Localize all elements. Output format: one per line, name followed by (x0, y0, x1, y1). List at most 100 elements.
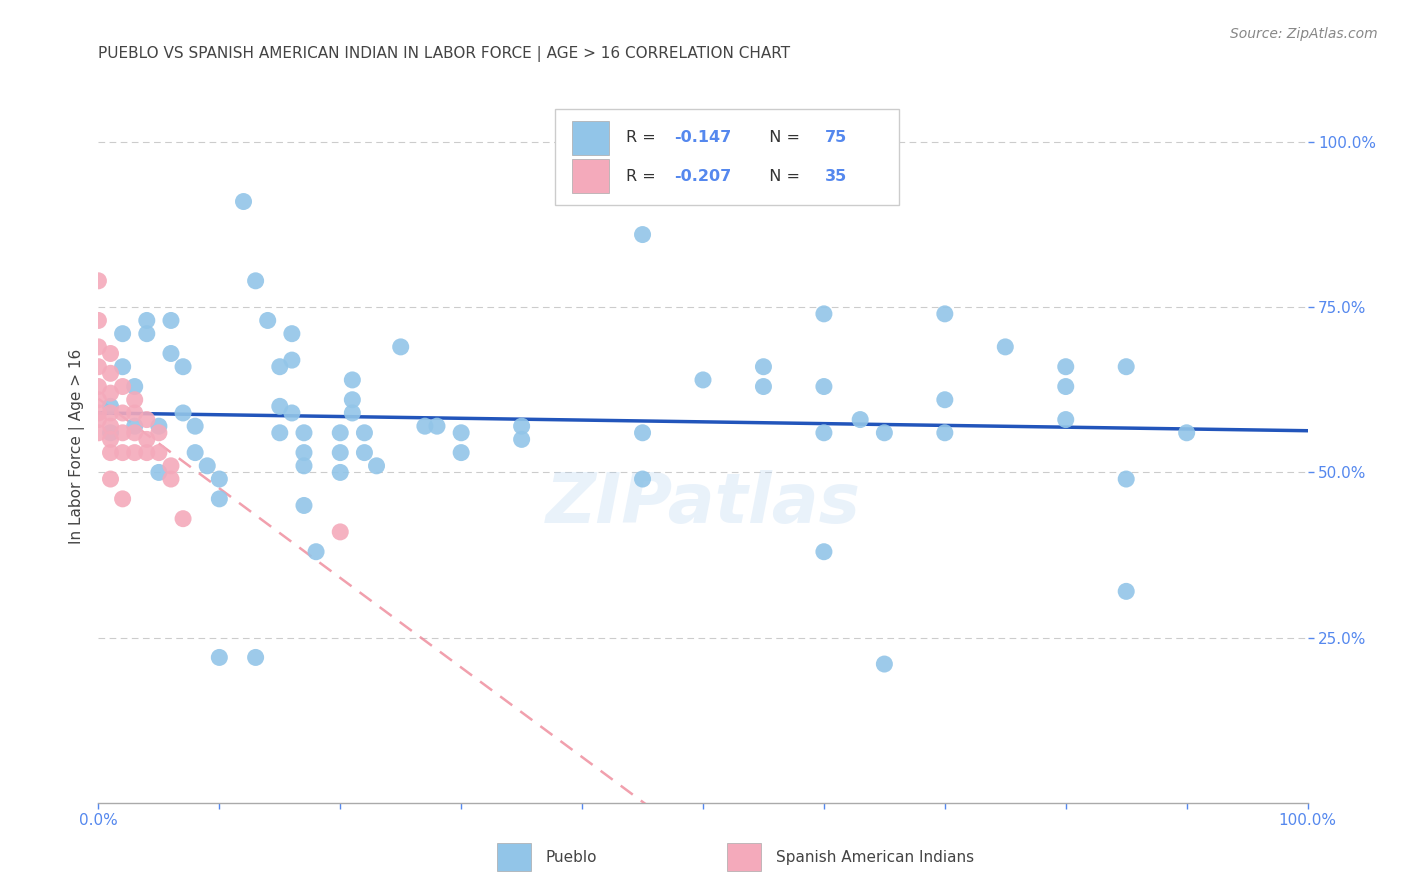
Point (100, 346, 122, 360)
Text: N =: N = (759, 130, 804, 145)
Point (1175, 425, 1198, 440)
Point (124, 392, 146, 407)
Point (342, 406, 364, 420)
FancyBboxPatch shape (727, 844, 761, 871)
Point (292, 458, 315, 473)
Point (329, 524, 352, 539)
Point (160, 346, 183, 360)
Point (631, 425, 654, 440)
Point (631, 472, 654, 486)
FancyBboxPatch shape (498, 844, 531, 871)
Point (124, 445, 146, 459)
Point (87, 379, 110, 393)
Point (100, 367, 122, 381)
Text: Source: ZipAtlas.com: Source: ZipAtlas.com (1230, 27, 1378, 41)
Point (813, 425, 835, 440)
Point (100, 425, 122, 440)
Point (184, 419, 207, 434)
Point (849, 412, 872, 426)
Point (124, 419, 146, 434)
Point (160, 472, 183, 486)
Point (111, 445, 134, 459)
Point (87, 359, 110, 374)
Text: 75: 75 (825, 130, 848, 145)
Point (1054, 412, 1077, 426)
Point (100, 400, 122, 414)
Point (87, 406, 110, 420)
Point (342, 373, 364, 387)
Text: -0.207: -0.207 (673, 169, 731, 184)
Point (148, 419, 170, 434)
Point (135, 433, 157, 447)
Point (111, 379, 134, 393)
Point (752, 379, 775, 393)
Point (148, 466, 170, 480)
Point (111, 425, 134, 440)
Point (111, 491, 134, 506)
Point (366, 458, 388, 473)
Point (208, 491, 231, 506)
Point (148, 445, 170, 459)
Text: Pueblo: Pueblo (546, 849, 598, 864)
Point (111, 406, 134, 420)
Point (281, 326, 304, 341)
Point (1115, 584, 1137, 599)
Point (292, 499, 315, 513)
Point (413, 419, 436, 434)
Point (329, 445, 352, 459)
Point (329, 425, 352, 440)
Point (281, 353, 304, 368)
Point (631, 227, 654, 242)
Point (195, 458, 218, 473)
Point (813, 545, 835, 559)
Point (353, 445, 375, 459)
Point (172, 359, 194, 374)
Point (934, 307, 956, 321)
Point (1054, 359, 1077, 374)
Point (1115, 472, 1137, 486)
Point (111, 359, 134, 374)
Point (269, 400, 291, 414)
Text: R =: R = (626, 169, 661, 184)
Point (184, 445, 207, 459)
Point (160, 458, 183, 473)
Point (100, 406, 122, 420)
Point (135, 412, 157, 426)
Point (450, 425, 472, 440)
FancyBboxPatch shape (572, 120, 609, 155)
FancyBboxPatch shape (572, 159, 609, 194)
Point (135, 445, 157, 459)
Point (124, 406, 146, 420)
Point (87, 313, 110, 327)
Text: N =: N = (759, 169, 804, 184)
Point (87, 412, 110, 426)
Point (172, 406, 194, 420)
Text: Spanish American Indians: Spanish American Indians (776, 849, 974, 864)
Point (124, 379, 146, 393)
Y-axis label: In Labor Force | Age > 16: In Labor Force | Age > 16 (69, 349, 86, 543)
Point (87, 392, 110, 407)
Point (389, 340, 412, 354)
Point (813, 379, 835, 393)
Point (292, 425, 315, 440)
Point (87, 340, 110, 354)
Point (269, 425, 291, 440)
Point (135, 313, 157, 327)
Point (426, 419, 449, 434)
Point (342, 392, 364, 407)
Point (934, 392, 956, 407)
Text: R =: R = (626, 130, 661, 145)
Point (232, 194, 254, 209)
Point (1054, 379, 1077, 393)
Point (100, 386, 122, 401)
Point (245, 274, 267, 288)
Point (692, 373, 714, 387)
Point (353, 425, 375, 440)
Point (873, 425, 896, 440)
Text: PUEBLO VS SPANISH AMERICAN INDIAN IN LABOR FORCE | AGE > 16 CORRELATION CHART: PUEBLO VS SPANISH AMERICAN INDIAN IN LAB… (98, 46, 790, 62)
Point (87, 425, 110, 440)
Point (752, 359, 775, 374)
Point (124, 425, 146, 440)
Point (994, 340, 1017, 354)
Point (245, 650, 267, 665)
